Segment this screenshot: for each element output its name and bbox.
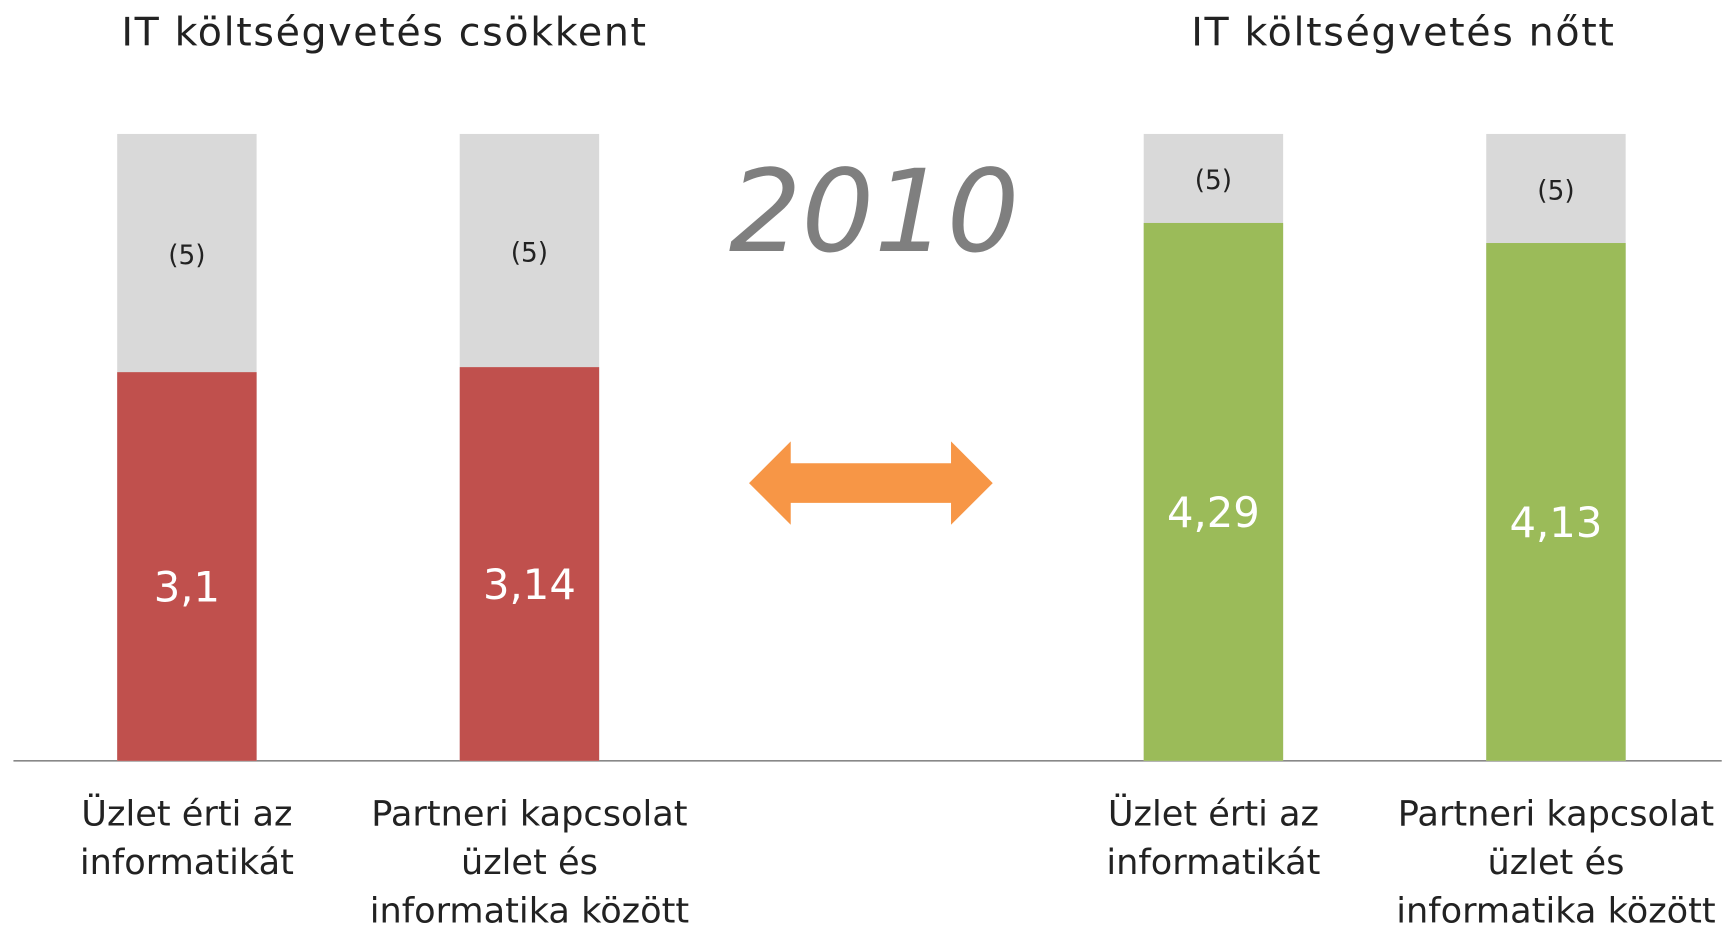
x-tick-label: Partneri kapcsolat	[1398, 794, 1714, 835]
chart-title: IT költségvetés nőtt	[1191, 10, 1615, 56]
x-tick-label: informatikát	[1106, 842, 1320, 883]
value-label: 3,14	[483, 560, 576, 609]
value-label: 4,13	[1510, 498, 1603, 547]
double-arrow	[749, 441, 993, 525]
max-label: (5)	[168, 241, 205, 271]
max-label: (5)	[511, 238, 548, 268]
bar	[459, 367, 600, 761]
x-tick-label: Üzlet érti az	[1108, 793, 1319, 835]
value-label: 4,29	[1167, 488, 1260, 537]
x-tick-label: informatika között	[370, 890, 689, 931]
bar	[117, 372, 257, 761]
bar	[1143, 222, 1284, 761]
max-label: (5)	[1537, 176, 1574, 206]
max-label: (5)	[1195, 166, 1232, 196]
x-tick-label: Partneri kapcsolat	[371, 794, 687, 835]
x-tick-label: üzlet és	[461, 842, 598, 883]
x-tick-label: üzlet és	[1487, 842, 1624, 883]
x-tick-label: Üzlet érti az	[81, 793, 292, 835]
year-annotation: 2010	[729, 145, 1020, 278]
x-tick-label: informatika között	[1396, 890, 1715, 931]
chart-title: IT költségvetés csökkent	[121, 10, 647, 56]
value-label: 3,1	[154, 563, 220, 612]
x-tick-label: informatikát	[80, 842, 294, 883]
bar	[1486, 243, 1626, 761]
